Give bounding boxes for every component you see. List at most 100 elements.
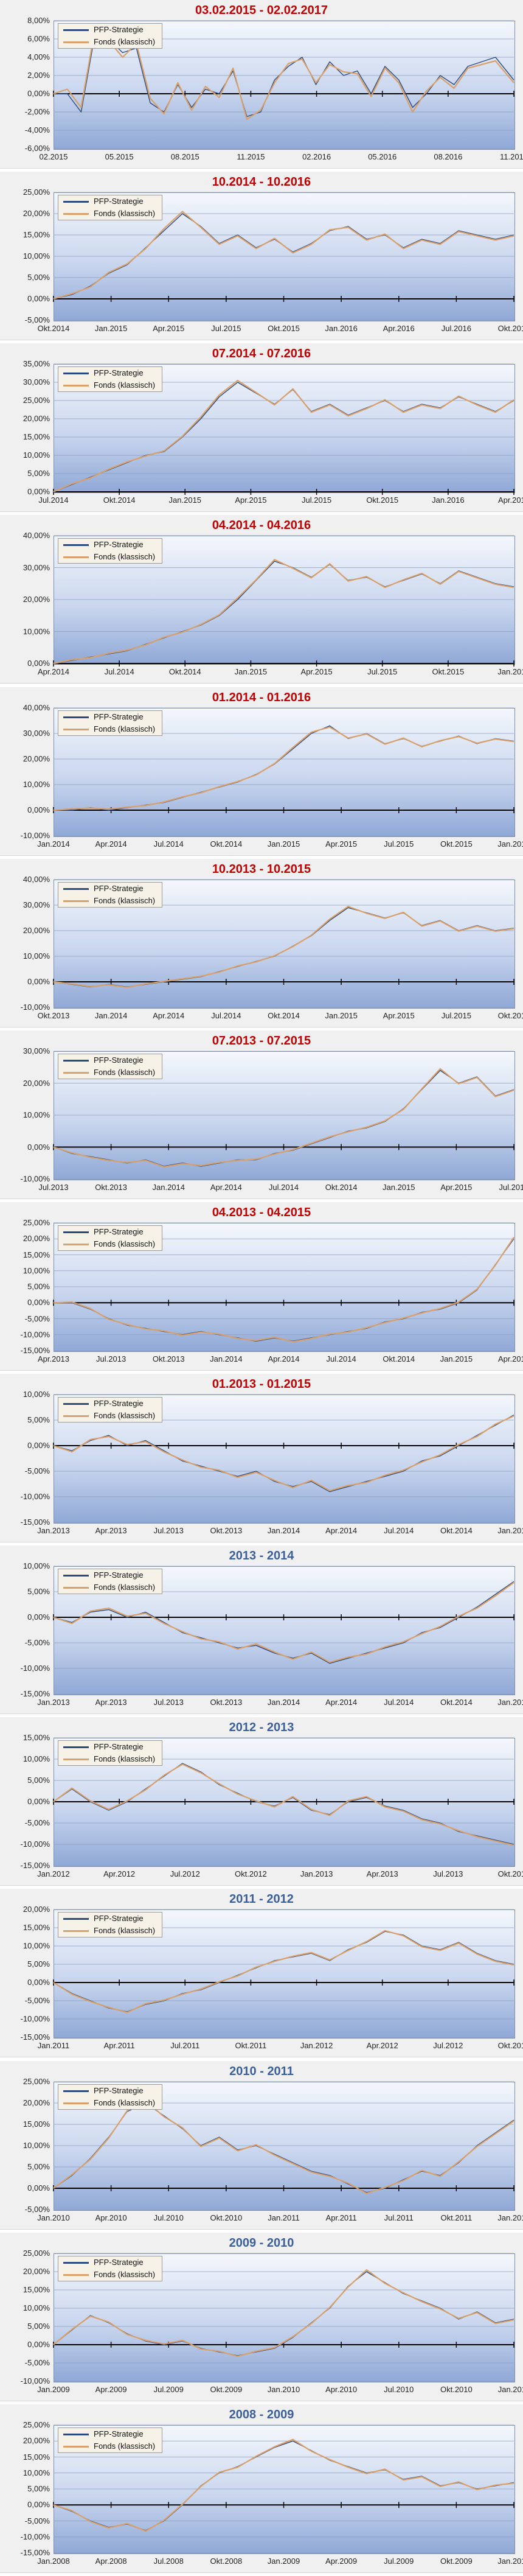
series-line-fund	[53, 2269, 514, 2357]
y-tick-label: 10,00%	[23, 951, 50, 961]
y-tick-label: 40,00%	[23, 703, 50, 712]
y-tick-label: 20,00%	[23, 1905, 50, 1914]
x-tick-label: Jul.2012	[433, 2041, 463, 2050]
y-tick-label: -5,00%	[24, 2516, 50, 2525]
x-tick-label: Jan.2010	[497, 2557, 523, 2566]
legend-swatch	[63, 29, 89, 31]
y-tick-label: 5,00%	[27, 273, 50, 282]
x-tick-label: Apr.2011	[103, 2041, 135, 2050]
y-tick-label: -5,00%	[24, 2205, 50, 2214]
legend-item-strategy: PFP-Strategie	[58, 1226, 162, 1238]
legend-label: PFP-Strategie	[94, 1227, 144, 1236]
y-tick-label: 0,00%	[27, 1797, 50, 1806]
x-tick-label: Jul.2014	[326, 1354, 356, 1363]
legend-item-fund: Fonds (klassisch)	[58, 551, 162, 563]
y-tick-label: 5,00%	[27, 2484, 50, 2493]
y-tick-label: 4,00%	[27, 52, 50, 61]
x-tick-label: Jan.2014	[210, 1354, 243, 1363]
chart-panel: 04.2014 - 04.2016 40,00% 30,00% 20,00% 10,00…	[0, 515, 523, 687]
x-tick-label: Okt.2011	[440, 2213, 473, 2222]
y-tick-label: 0,00%	[27, 2500, 50, 2510]
chart-legend: PFP-Strategie Fonds (klassisch)	[58, 2427, 162, 2453]
x-tick-label: Okt.2013	[95, 1183, 127, 1192]
y-tick-label: 10,00%	[23, 251, 50, 261]
y-tick-label: -10,00%	[20, 1003, 50, 1012]
x-tick-label: 02.2015	[39, 152, 68, 161]
x-tick-label: Jan.2010	[267, 2385, 300, 2394]
chart-panel: 2009 - 2010 25,00% 20,00% 15,00% 10,00% 5,00%…	[0, 2233, 523, 2404]
y-tick-label: 20,00%	[23, 595, 50, 604]
series-line-fund	[53, 1068, 514, 1168]
y-tick-label: 10,00%	[23, 2141, 50, 2150]
legend-label: Fonds (klassisch)	[94, 1068, 156, 1077]
series-line-fund	[53, 905, 514, 989]
chart-title: 2010 - 2011	[229, 2065, 294, 2078]
chart-legend: PFP-Strategie Fonds (klassisch)	[58, 1912, 162, 1937]
chart-legend: PFP-Strategie Fonds (klassisch)	[58, 1054, 162, 1079]
legend-swatch	[63, 729, 89, 730]
y-tick-label: 20,00%	[23, 414, 50, 423]
x-tick-label: Jan.2011	[37, 2041, 70, 2050]
legend-swatch	[63, 1415, 89, 1417]
chart-svg	[53, 192, 514, 321]
chart-panel: 2012 - 2013 15,00% 10,00% 5,00% 0,00% -5,00% -…	[0, 1717, 523, 1889]
x-tick-label: 11.2015	[237, 152, 265, 161]
legend-item-fund: Fonds (klassisch)	[58, 895, 162, 907]
y-tick-label: 0,00%	[27, 805, 50, 814]
legend-swatch	[63, 2102, 89, 2104]
x-tick-label: Okt.2015	[440, 839, 473, 849]
x-tick-label: Jan.2010	[37, 2213, 70, 2222]
chart-legend: PFP-Strategie Fonds (klassisch)	[58, 710, 162, 736]
x-tick-label: Jan.2014	[267, 1698, 300, 1707]
legend-swatch	[63, 1060, 89, 1062]
x-tick-label: Okt.2014	[168, 667, 201, 676]
legend-item-fund: Fonds (klassisch)	[58, 2440, 162, 2452]
y-tick-label: 0,00%	[27, 1298, 50, 1307]
y-tick-label: 5,00%	[27, 1959, 50, 1969]
chart-legend: PFP-Strategie Fonds (klassisch)	[58, 1740, 162, 1766]
chart-legend: PFP-Strategie Fonds (klassisch)	[58, 2084, 162, 2110]
x-tick-label: Jan.2016	[325, 324, 358, 333]
legend-label: PFP-Strategie	[94, 2258, 144, 2267]
x-tick-label: Jan.2011	[268, 2213, 300, 2222]
series-line-fund	[53, 1415, 514, 1491]
y-tick-label: 0,00%	[27, 659, 50, 668]
x-tick-label: Jul.2014	[384, 1698, 414, 1707]
chart-panel: 10.2013 - 10.2015 40,00% 30,00% 20,00% 10,00…	[0, 859, 523, 1031]
x-tick-label: Jul.2014	[104, 667, 134, 676]
y-tick-label: 0,00%	[27, 1142, 50, 1152]
chart-svg	[53, 1222, 514, 1351]
y-tick-label: 2,00%	[27, 71, 50, 80]
x-tick-label: Jan.2009	[37, 2385, 70, 2394]
x-tick-label: Jul.2013	[153, 1526, 184, 1535]
y-tick-label: 10,00%	[23, 1754, 50, 1763]
x-tick-label: Jul.2014	[268, 1183, 299, 1192]
x-tick-label: Jan.2016	[497, 667, 523, 676]
legend-item-fund: Fonds (klassisch)	[58, 208, 162, 220]
legend-item-strategy: PFP-Strategie	[58, 1569, 162, 1581]
legend-item-strategy: PFP-Strategie	[58, 1741, 162, 1753]
legend-swatch	[63, 544, 89, 546]
y-tick-label: 30,00%	[23, 900, 50, 909]
series-line-fund	[53, 2438, 514, 2532]
legend-label: Fonds (klassisch)	[94, 1583, 156, 1592]
y-tick-label: 5,00%	[27, 469, 50, 478]
x-tick-label: Jul.2015	[367, 667, 398, 676]
legend-label: Fonds (klassisch)	[94, 724, 156, 733]
x-tick-label: 05.2016	[368, 152, 397, 161]
legend-swatch	[63, 2090, 89, 2092]
legend-label: PFP-Strategie	[94, 368, 144, 377]
y-tick-label: 10,00%	[23, 1561, 50, 1570]
y-tick-label: -5,00%	[24, 1638, 50, 1647]
y-tick-label: 10,00%	[23, 626, 50, 636]
chart-title: 10.2014 - 10.2016	[212, 175, 311, 189]
legend-label: Fonds (klassisch)	[94, 209, 156, 218]
x-tick-label: Apr.2008	[95, 2557, 127, 2566]
x-tick-label: Jul.2015	[499, 1183, 523, 1192]
legend-label: Fonds (klassisch)	[94, 552, 156, 561]
y-tick-label: 8,00%	[27, 16, 50, 25]
chart-legend: PFP-Strategie Fonds (klassisch)	[58, 195, 162, 220]
legend-item-fund: Fonds (klassisch)	[58, 2269, 162, 2281]
y-tick-label: -2,00%	[24, 107, 50, 116]
series-line-strategy	[53, 1414, 514, 1493]
